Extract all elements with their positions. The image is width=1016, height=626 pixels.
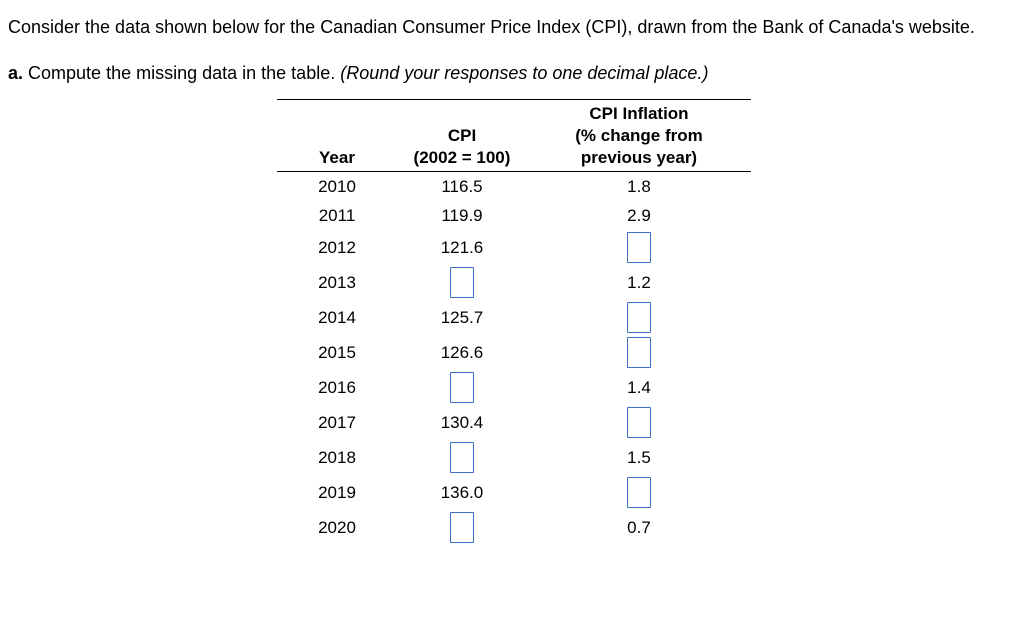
inflation-input-2015[interactable] xyxy=(627,337,651,368)
cpi-value: 119.9 xyxy=(441,205,483,225)
inflation-value: 2.9 xyxy=(627,205,651,225)
inflation-value: 1.5 xyxy=(627,447,651,467)
cpi-table-body: 2010 116.5 1.8 2011 119.9 2.9 2012 121.6 2013 1.2… xyxy=(277,172,751,546)
cpi-table: Year CPI (2002 = 100) CPI Inflation (% c… xyxy=(277,99,751,545)
cpi-value: 136.0 xyxy=(440,482,484,502)
year-label: 2014 xyxy=(318,307,356,327)
inflation-input-2017[interactable] xyxy=(627,407,651,438)
table-row-2017: 2017 130.4 xyxy=(277,405,751,440)
cpi-answer-cell xyxy=(397,370,527,405)
header-row: Year CPI (2002 = 100) CPI Inflation (% c… xyxy=(277,99,751,172)
table-row-2012: 2012 121.6 xyxy=(277,230,751,265)
inflation-value: 0.7 xyxy=(627,517,651,537)
inflation-column-header: CPI Inflation (% change from previous ye… xyxy=(527,99,751,172)
table-row-2020: 2020 0.7 xyxy=(277,510,751,545)
cpi-input-2013[interactable] xyxy=(450,267,474,298)
inflation-value: 1.4 xyxy=(627,377,651,397)
inflation-header-line1: CPI Inflation xyxy=(589,104,689,123)
part-a-line: a. Compute the missing data in the table… xyxy=(8,60,1008,87)
cpi-table-header: Year CPI (2002 = 100) CPI Inflation (% c… xyxy=(277,99,751,172)
inflation-answer-cell xyxy=(527,475,751,510)
problem-intro-text: Consider the data shown below for the Ca… xyxy=(8,17,975,37)
part-a-instruction: Compute the missing data in the table. xyxy=(28,63,336,83)
cpi-value: 125.7 xyxy=(440,307,484,327)
table-row-2016: 2016 1.4 xyxy=(277,370,751,405)
inflation-input-2019[interactable] xyxy=(627,477,651,508)
inflation-header-line3: previous year) xyxy=(580,148,698,167)
year-label: 2013 xyxy=(318,272,356,292)
year-label: 2017 xyxy=(318,412,356,432)
table-row-2018: 2018 1.5 xyxy=(277,440,751,475)
part-a-label: a. xyxy=(8,63,24,83)
cpi-value: 121.6 xyxy=(440,237,484,257)
cpi-input-2018[interactable] xyxy=(450,442,474,473)
inflation-answer-cell xyxy=(527,405,751,440)
problem-content: Consider the data shown below for the Ca… xyxy=(8,17,1008,545)
cpi-answer-cell xyxy=(397,510,527,545)
inflation-header-line2: (% change from xyxy=(575,126,703,145)
table-row-2011: 2011 119.9 2.9 xyxy=(277,201,751,230)
table-row-2010: 2010 116.5 1.8 xyxy=(277,172,751,202)
table-row-2019: 2019 136.0 xyxy=(277,475,751,510)
table-row-2015: 2015 126.6 xyxy=(277,335,751,370)
cpi-header-line2: (2002 = 100) xyxy=(413,148,511,167)
year-label: 2012 xyxy=(318,237,356,257)
cpi-input-2020[interactable] xyxy=(450,512,474,543)
year-header-label: Year xyxy=(319,148,355,167)
cpi-header-line1: CPI xyxy=(447,126,477,145)
inflation-answer-cell xyxy=(527,335,751,370)
cpi-column-header: CPI (2002 = 100) xyxy=(397,99,527,172)
year-label: 2015 xyxy=(318,342,356,362)
year-label: 2010 xyxy=(318,176,356,196)
year-label: 2020 xyxy=(318,517,356,537)
cpi-input-2016[interactable] xyxy=(450,372,474,403)
table-row-2013: 2013 1.2 xyxy=(277,265,751,300)
year-label: 2011 xyxy=(318,205,356,225)
inflation-value: 1.8 xyxy=(627,176,651,196)
cpi-value: 126.6 xyxy=(440,342,484,362)
inflation-input-2014[interactable] xyxy=(627,302,651,333)
cpi-value: 130.4 xyxy=(440,412,484,432)
year-label: 2018 xyxy=(318,447,356,467)
inflation-input-2012[interactable] xyxy=(627,232,651,263)
cpi-value: 116.5 xyxy=(441,176,483,196)
part-a-rounding-note: (Round your responses to one decimal pla… xyxy=(340,63,709,83)
year-label: 2019 xyxy=(318,482,356,502)
inflation-answer-cell xyxy=(527,300,751,335)
inflation-value: 1.2 xyxy=(627,272,651,292)
cpi-answer-cell xyxy=(397,265,527,300)
table-row-2014: 2014 125.7 xyxy=(277,300,751,335)
inflation-answer-cell xyxy=(527,230,751,265)
cpi-answer-cell xyxy=(397,440,527,475)
year-label: 2016 xyxy=(318,377,356,397)
year-column-header: Year xyxy=(277,99,397,172)
